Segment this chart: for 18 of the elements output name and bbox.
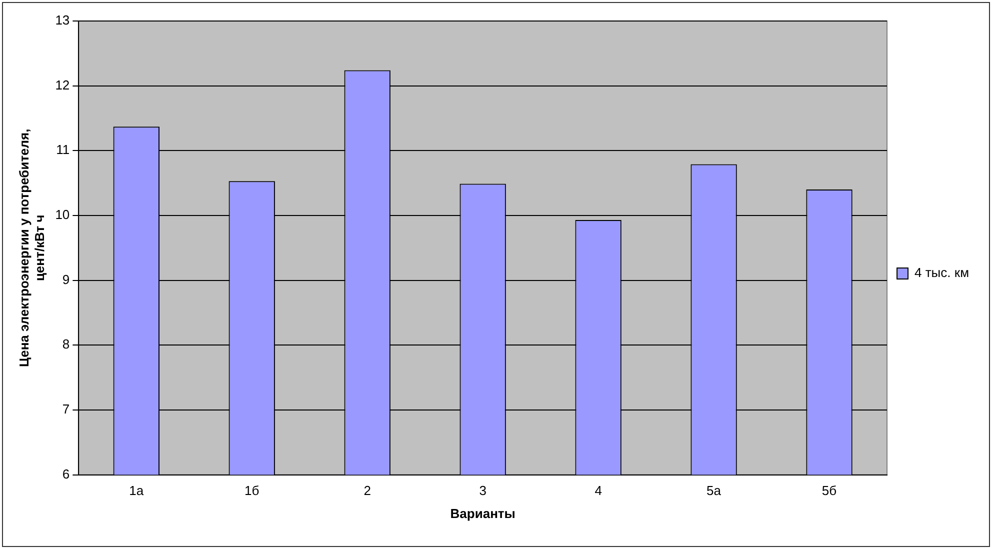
y-tick-label: 12 [55,77,70,92]
legend-label: 4 тыс. км [914,265,970,280]
y-tick-label: 11 [56,142,70,158]
x-tick-label: 5а [706,483,722,498]
y-tick-label: 8 [62,336,70,352]
x-tick-label: 4 [594,483,602,498]
y-tick-label: 9 [62,272,70,287]
x-tick-label: 2 [364,483,371,498]
y-tick-label: 13 [55,12,70,28]
y-tick-label: 7 [62,402,70,417]
x-tick-label: 5б [822,483,837,498]
y-tick-label: 6 [62,466,70,482]
x-tick-label: 1б [244,483,260,498]
x-tick-label: 3 [479,483,486,498]
y-tick-label: 10 [55,207,70,222]
x-axis-title: Варианты [450,506,516,521]
y-axis-title: Цена электроэнергии у потребителя, цент/кВт ч [16,128,47,368]
x-tick-label: 1а [129,483,144,498]
